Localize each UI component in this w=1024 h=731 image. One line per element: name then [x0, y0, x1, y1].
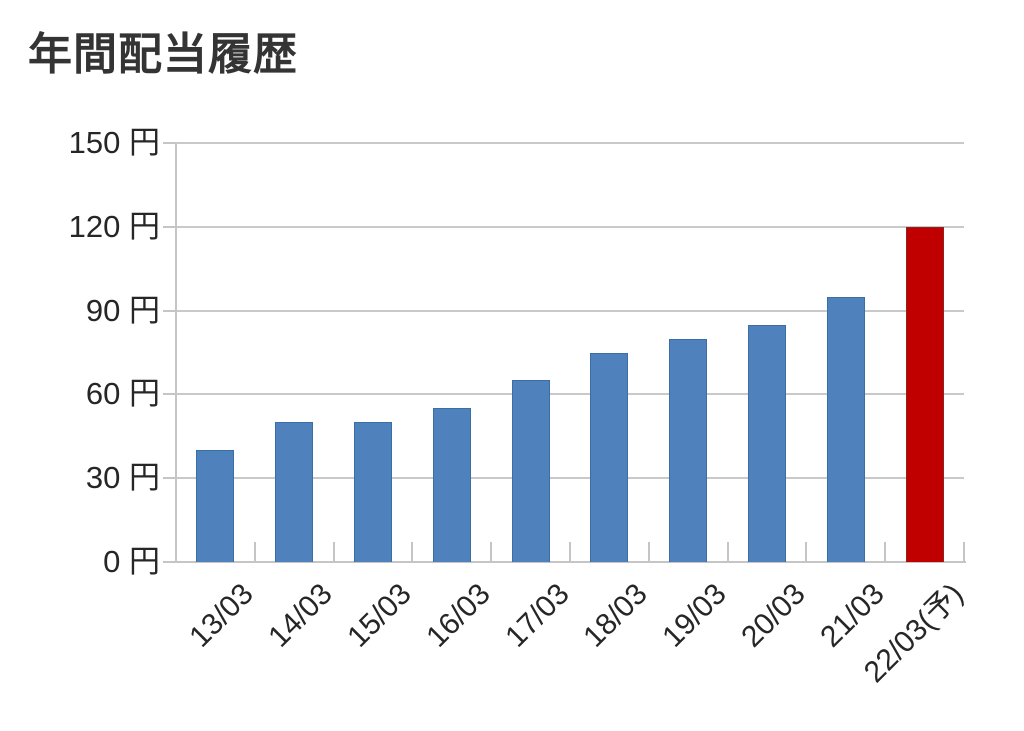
x-axis-tick — [805, 542, 808, 562]
x-axis-label: 14/03 — [262, 577, 339, 654]
y-axis-label: 120 円 — [68, 208, 160, 244]
x-axis-label: 19/03 — [656, 577, 733, 654]
y-axis-tick-150 — [163, 142, 176, 144]
x-axis-label: 13/03 — [183, 577, 261, 654]
x-axis — [163, 561, 966, 563]
bar-19/03 — [669, 338, 708, 562]
y-axis-label: 90 円 — [85, 292, 160, 328]
x-axis-tick — [726, 542, 729, 562]
y-axis-label: 60 円 — [85, 376, 160, 412]
x-axis-tick — [411, 542, 414, 562]
bar-16/03 — [432, 408, 471, 562]
x-axis-label: 16/03 — [420, 577, 497, 654]
bar-15/03 — [354, 422, 392, 562]
bar-14/03 — [275, 422, 314, 562]
x-axis-tick — [490, 542, 493, 562]
y-axis-label: 0 円 — [103, 544, 160, 579]
y-gridline-90 — [176, 309, 964, 312]
chart-title: 年間配当履歴 — [28, 30, 298, 79]
x-axis-label: 15/03 — [341, 577, 418, 654]
bar-21/03 — [826, 296, 865, 562]
x-axis-tick — [332, 542, 335, 562]
y-axis-label: 30 円 — [85, 460, 160, 496]
y-gridline-30 — [176, 477, 964, 480]
bar-17/03 — [511, 380, 550, 562]
x-axis-label: 20/03 — [735, 577, 812, 654]
x-axis-tick — [647, 542, 650, 562]
y-gridline-60 — [176, 393, 964, 396]
x-axis-tick — [884, 542, 887, 562]
y-axis-label: 150 円 — [68, 125, 160, 160]
y-axis-tick-90 — [163, 309, 176, 312]
bar-forecast-22/03(予) — [905, 226, 944, 562]
x-axis-tick — [253, 542, 256, 562]
bar-20/03 — [748, 324, 786, 562]
x-axis-tick — [569, 542, 571, 562]
bar-18/03 — [590, 352, 629, 562]
y-axis-tick-30 — [163, 477, 176, 480]
x-axis-label: 17/03 — [498, 577, 576, 654]
x-axis-label: 21/03 — [814, 577, 891, 654]
x-axis-tick — [963, 542, 965, 562]
y-gridline-120 — [176, 225, 964, 228]
y-axis-tick-60 — [163, 393, 176, 396]
y-axis-tick-120 — [163, 225, 176, 228]
y-axis — [175, 142, 177, 563]
bar-13/03 — [196, 450, 235, 562]
y-gridline-150 — [176, 142, 964, 144]
x-axis-label: 18/03 — [577, 577, 655, 654]
